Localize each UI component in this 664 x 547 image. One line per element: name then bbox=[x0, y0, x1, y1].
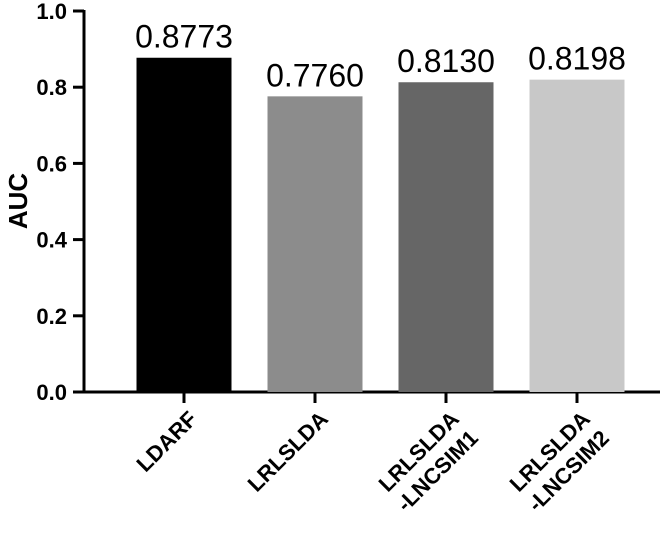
bars bbox=[136, 57, 625, 393]
x-axis-ticks bbox=[182, 392, 579, 403]
category-labels: LDARF LRLSLDA LRLSLDA-LNCSIM1 LRLSLDA-LNCSI… bbox=[132, 406, 614, 516]
y-tick-label: 0.0 bbox=[36, 380, 67, 405]
category-label: LRLSLDA-LNCSIM1 bbox=[374, 406, 483, 516]
category-label: LDARF bbox=[132, 406, 202, 476]
bar bbox=[398, 82, 494, 392]
category-label-line: LDARF bbox=[132, 406, 202, 476]
category-label: LRLSLDA-LNCSIM2 bbox=[505, 406, 614, 516]
data-label: 0.8773 bbox=[135, 19, 233, 55]
data-label: 0.8198 bbox=[528, 41, 626, 77]
bar bbox=[136, 57, 232, 393]
y-axis-title: AUC bbox=[3, 173, 33, 230]
data-label: 0.8130 bbox=[397, 43, 495, 79]
data-label: 0.7760 bbox=[266, 57, 364, 93]
y-tick-label: 1.0 bbox=[36, 0, 67, 24]
y-axis-ticks: 0.0 0.2 0.4 0.6 0.8 1.0 bbox=[36, 0, 84, 405]
data-labels: 0.8773 0.7760 0.8130 0.8198 bbox=[135, 19, 626, 94]
category-label-line: LRLSLDA bbox=[243, 406, 333, 496]
y-tick-label: 0.8 bbox=[36, 75, 67, 100]
y-tick-label: 0.4 bbox=[36, 228, 67, 253]
category-label: LRLSLDA bbox=[243, 406, 333, 496]
bar bbox=[267, 96, 363, 393]
y-tick-label: 0.6 bbox=[36, 151, 67, 176]
bar bbox=[529, 79, 625, 393]
y-tick-label: 0.2 bbox=[36, 304, 67, 329]
